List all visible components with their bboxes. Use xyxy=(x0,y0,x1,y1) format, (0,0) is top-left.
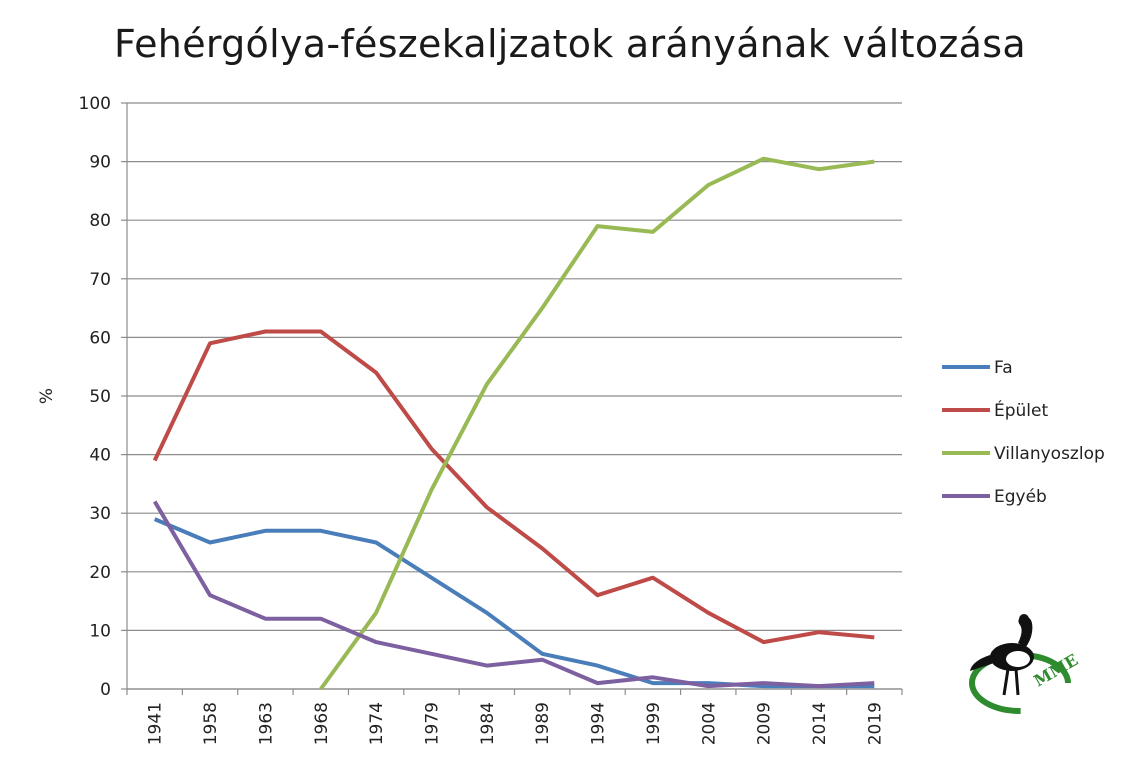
y-axis-ticks: 0 10 20 30 40 50 60 70 80 90 100 xyxy=(79,94,127,700)
series-line-2 xyxy=(152,329,875,645)
x-tick-label: 1958 xyxy=(201,702,221,745)
x-tick-label: 1941 xyxy=(146,702,166,745)
x-tick-label: 2014 xyxy=(810,702,830,745)
x-tick-label: 2009 xyxy=(755,702,775,745)
series-lines xyxy=(152,156,875,691)
axes xyxy=(126,103,902,690)
y-tick-label: 90 xyxy=(89,153,111,173)
gridlines xyxy=(127,102,902,690)
x-tick-label: 1994 xyxy=(589,702,609,745)
x-tick-label: 1999 xyxy=(644,702,664,745)
y-tick-label: 20 xyxy=(89,563,111,583)
y-tick-label: 70 xyxy=(89,270,111,290)
y-tick-label: 80 xyxy=(89,211,111,231)
x-tick-label: 2019 xyxy=(865,702,885,745)
legend-label: Épület xyxy=(994,399,1048,421)
legend: Fa Épület Villanyoszlop Egyéb xyxy=(942,358,1105,507)
x-axis-ticks: 1941 1958 1963 1968 1974 1979 1984 1989 1994 1999… xyxy=(126,689,903,745)
y-tick-label: 10 xyxy=(89,621,111,641)
x-tick-label: 1974 xyxy=(367,702,387,745)
x-tick-label: 2004 xyxy=(699,702,719,745)
x-tick-label: 1984 xyxy=(478,702,498,745)
y-tick-label: 50 xyxy=(89,387,111,407)
x-tick-label: 1989 xyxy=(533,702,553,745)
x-tick-label: 1979 xyxy=(422,702,442,745)
y-tick-label: 60 xyxy=(89,328,111,348)
y-tick-label: 100 xyxy=(79,94,111,114)
legend-label: Fa xyxy=(994,358,1013,378)
x-tick-label: 1968 xyxy=(312,702,332,745)
mme-logo: MME xyxy=(969,614,1081,714)
stork-logo-icon xyxy=(970,614,1034,696)
legend-label: Egyéb xyxy=(994,487,1047,507)
legend-label: Villanyoszlop xyxy=(994,444,1105,464)
y-tick-label: 0 xyxy=(100,680,111,700)
y-tick-label: 30 xyxy=(89,504,111,524)
chart-title: Fehérgólya-fészekaljzatok arányának vált… xyxy=(114,22,1026,66)
y-tick-label: 40 xyxy=(89,446,111,466)
y-axis-label: % xyxy=(37,388,57,404)
series-line-3 xyxy=(319,156,875,691)
series-line-4 xyxy=(152,500,875,689)
x-tick-label: 1963 xyxy=(256,702,276,745)
